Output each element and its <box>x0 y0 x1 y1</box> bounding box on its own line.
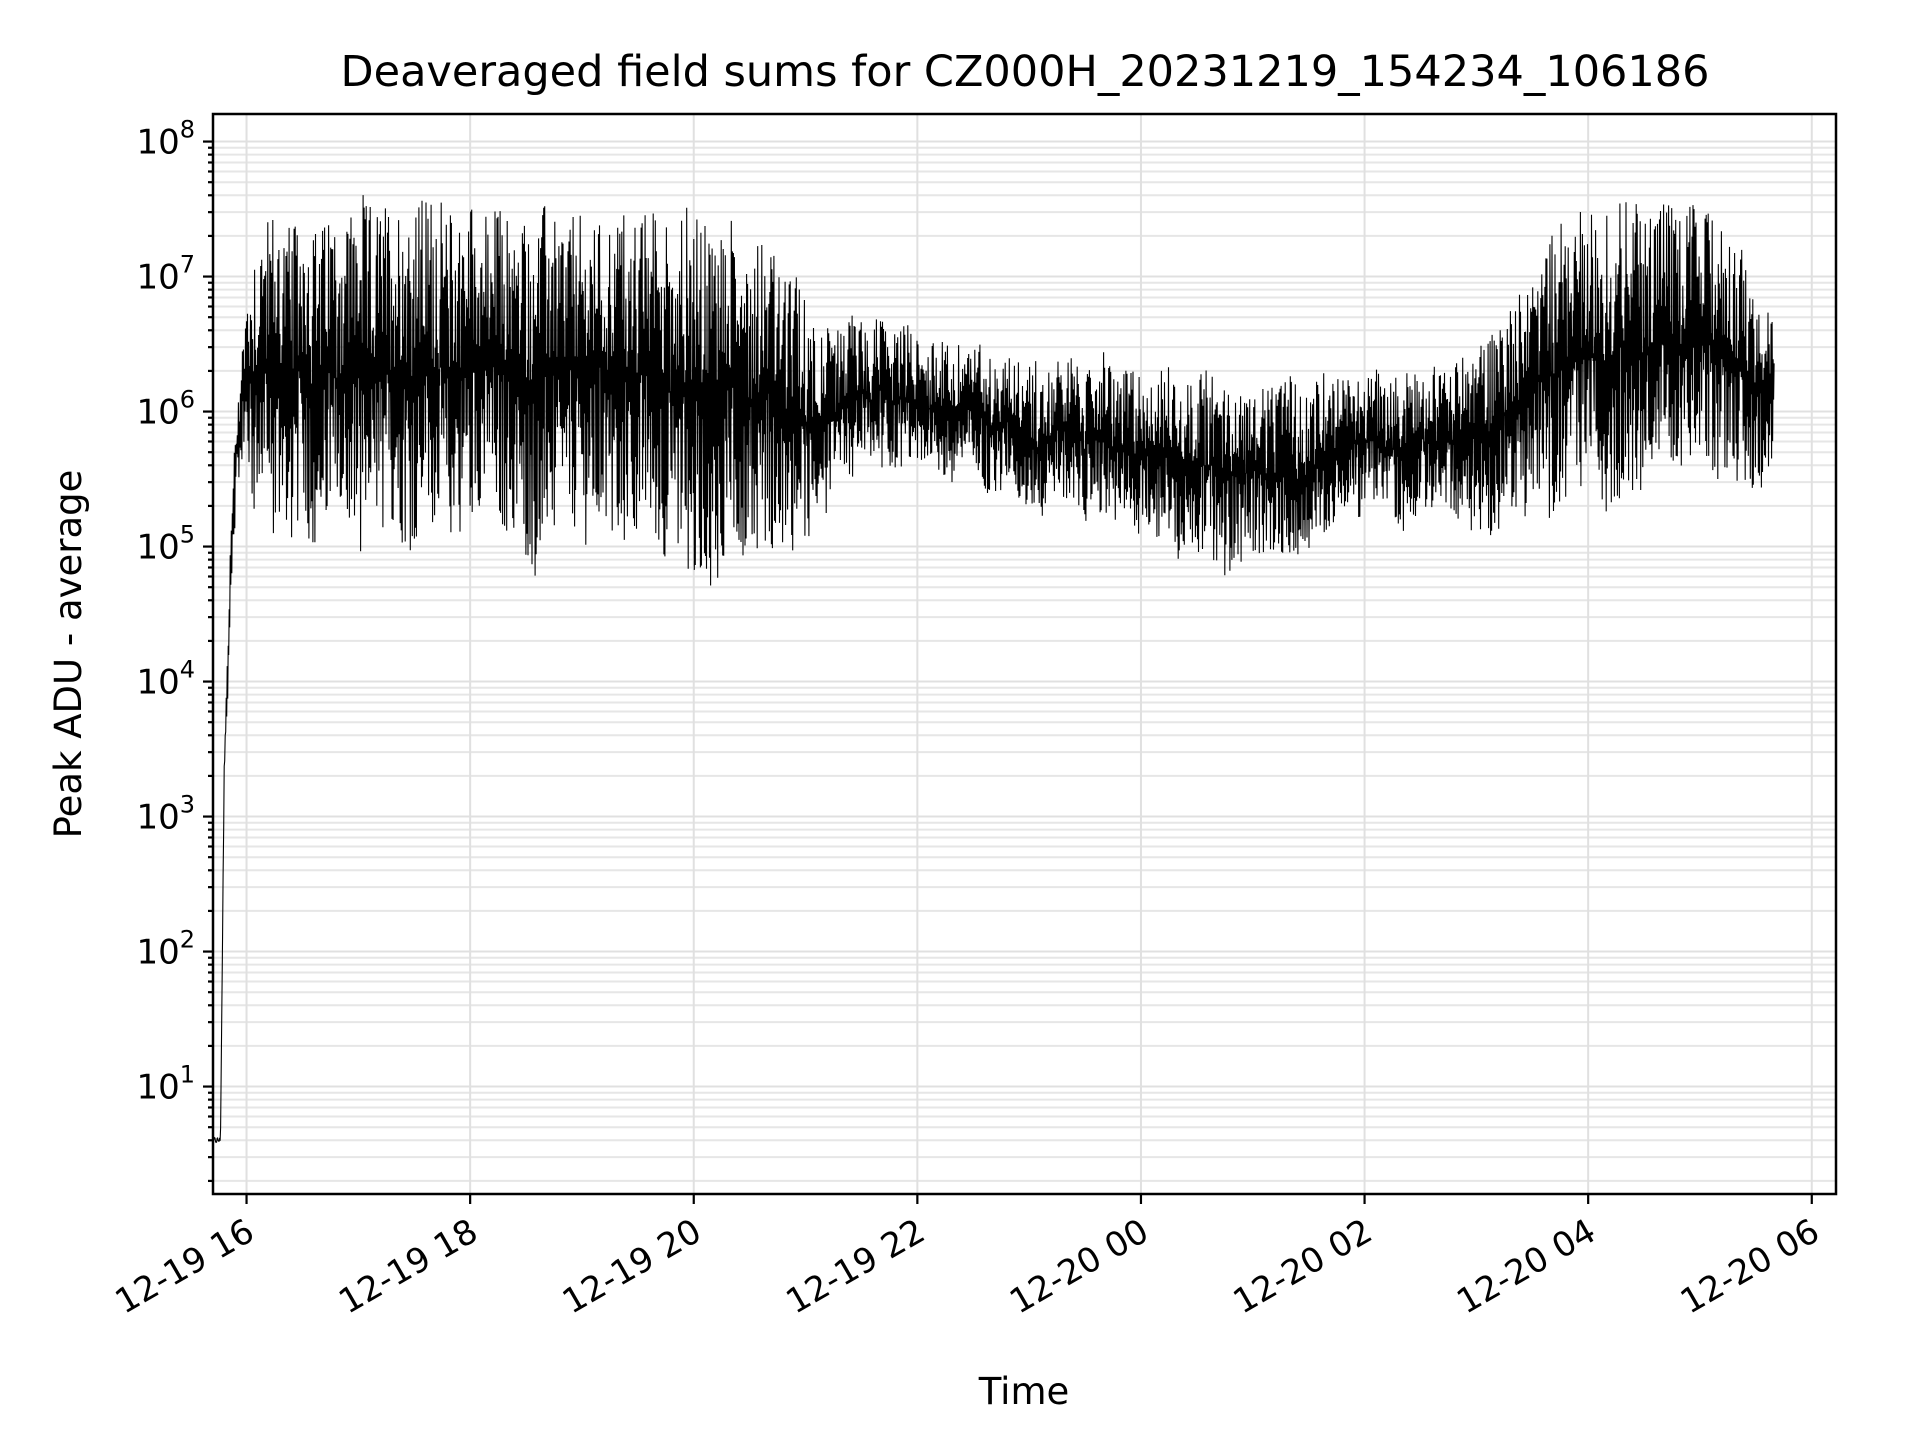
y-tick-label: 105 <box>136 521 195 568</box>
y-tick-label: 102 <box>136 926 195 973</box>
x-axis: 12-19 16 12-19 18 12-19 20 12-19 22 12-20 00… <box>109 1194 1826 1322</box>
grid <box>213 114 1836 1194</box>
y-tick-label-base: 10 <box>136 933 179 973</box>
y-tick-label-exp: 1 <box>180 1061 195 1089</box>
plot-frame <box>211 112 1838 1196</box>
y-tick-label: 103 <box>136 791 195 838</box>
y-tick-label-exp: 5 <box>180 521 195 549</box>
x-tick-label: 12-19 22 <box>779 1211 931 1322</box>
y-tick-label-base: 10 <box>136 393 179 433</box>
y-axis-label: Peak ADU - average <box>47 470 90 839</box>
y-tick-label: 106 <box>136 386 195 433</box>
x-tick-label: 12-20 00 <box>1003 1211 1155 1322</box>
x-tick-label: 12-20 02 <box>1227 1211 1379 1322</box>
y-tick-label-base: 10 <box>136 798 179 838</box>
x-axis-label: Time <box>978 1370 1070 1413</box>
x-tick-label: 12-19 16 <box>109 1211 261 1322</box>
y-tick-label-exp: 3 <box>180 791 195 819</box>
y-tick-label-base: 10 <box>136 258 179 298</box>
x-tick-label: 12-20 06 <box>1674 1211 1826 1322</box>
y-tick-label-base: 10 <box>136 528 179 568</box>
y-tick-label: 108 <box>136 116 195 163</box>
y-tick-label-exp: 2 <box>180 926 195 954</box>
x-tick-label: 12-19 18 <box>332 1211 484 1322</box>
y-tick-label-base: 10 <box>136 663 179 703</box>
y-tick-label: 104 <box>136 656 195 703</box>
y-tick-label-exp: 8 <box>180 116 195 144</box>
y-tick-label-exp: 4 <box>180 656 195 684</box>
x-tick-label: 12-19 20 <box>556 1211 708 1322</box>
y-tick-label: 107 <box>136 251 195 298</box>
y-tick-label: 101 <box>136 1061 195 1108</box>
y-tick-label-base: 10 <box>136 1068 179 1108</box>
x-tick-label: 12-20 04 <box>1450 1211 1602 1322</box>
chart-title: Deaveraged field sums for CZ000H_2023121… <box>341 47 1710 97</box>
y-tick-label-exp: 7 <box>180 251 195 279</box>
series-line <box>212 195 1775 1144</box>
y-tick-label-exp: 6 <box>180 386 195 414</box>
y-tick-label-base: 10 <box>136 123 179 163</box>
